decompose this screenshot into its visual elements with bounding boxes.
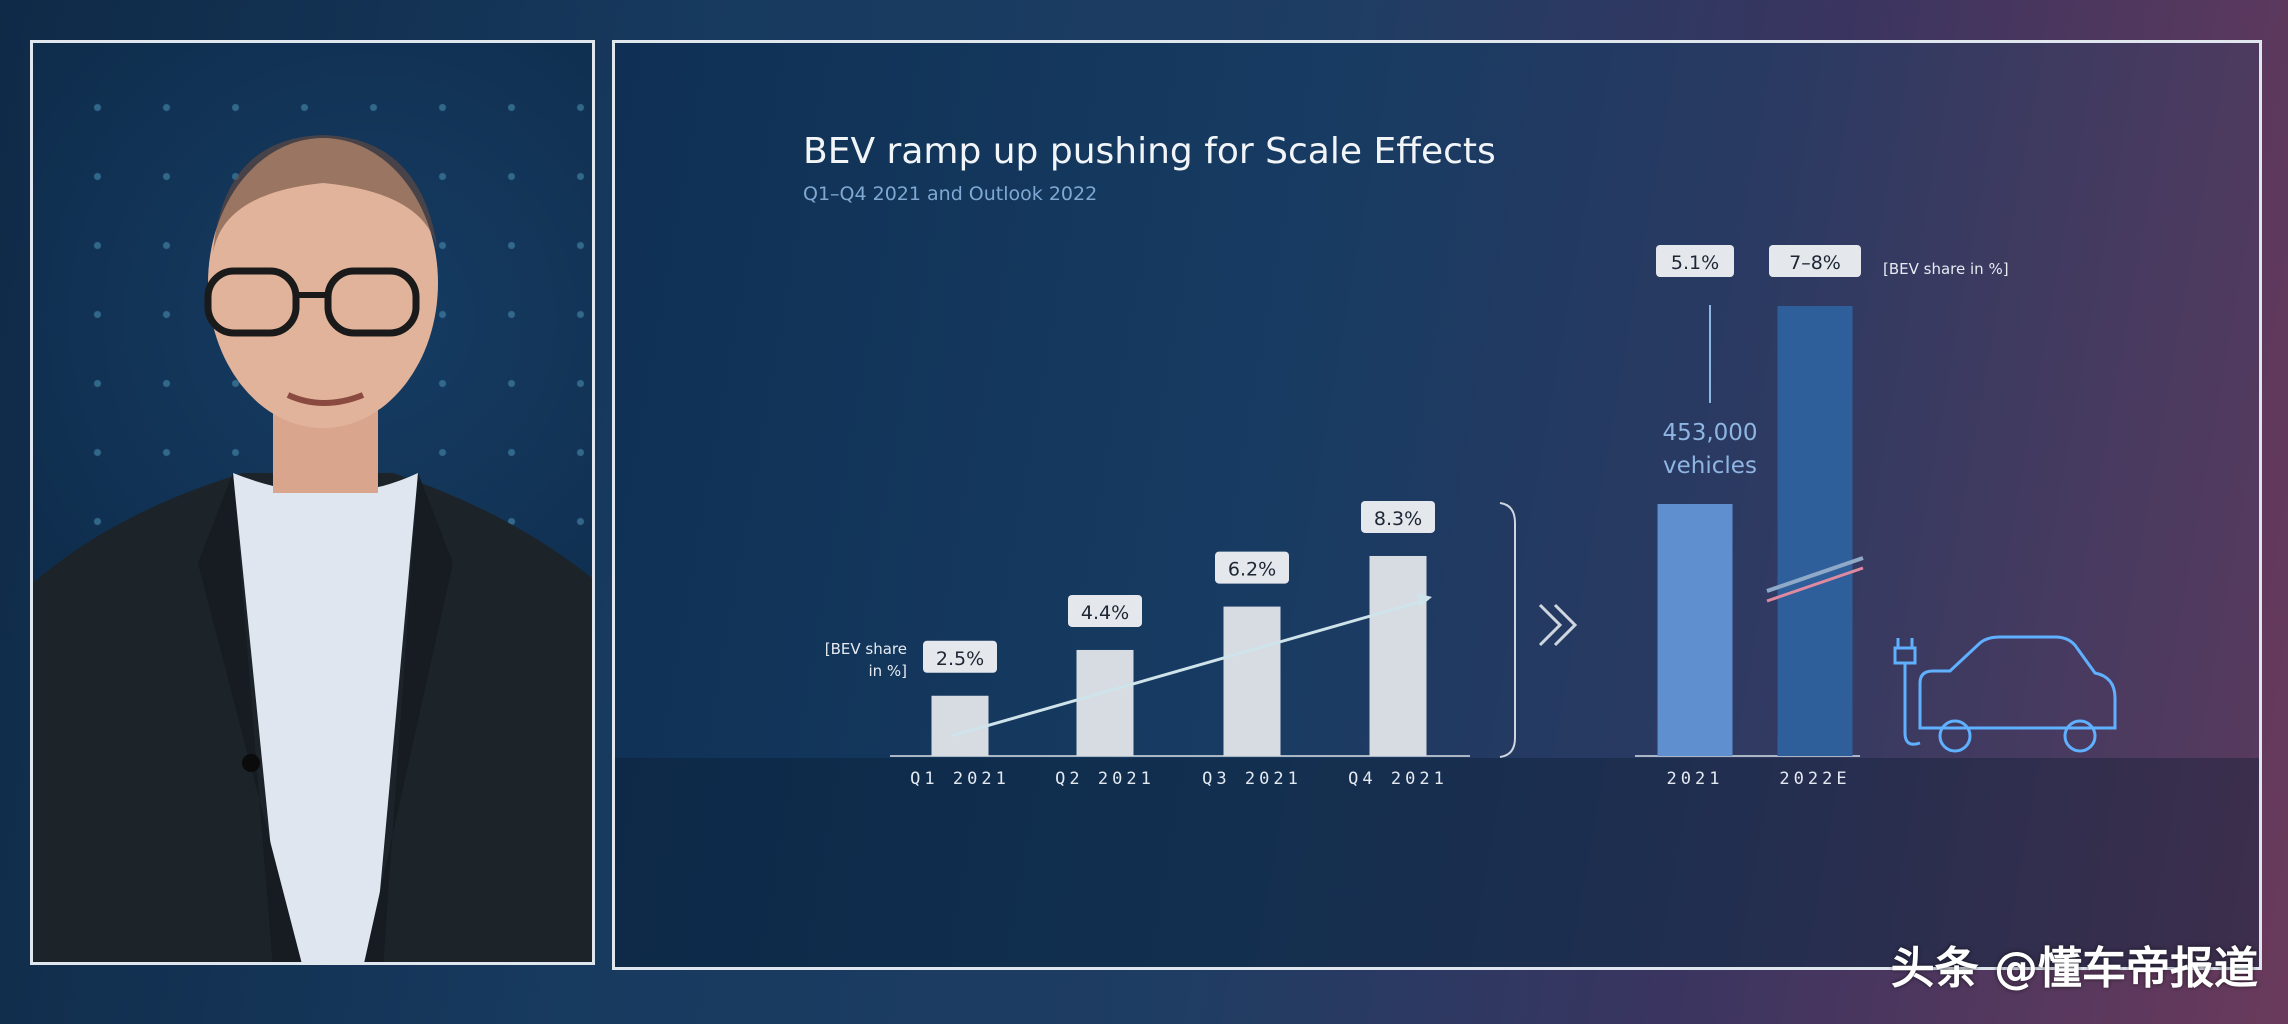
- quarterly-bar-1: [931, 695, 989, 756]
- quarterly-data-label-4-box: [1361, 500, 1435, 533]
- quarterly-ylabel-line1: [BEV share: [824, 640, 907, 658]
- quarterly-data-label-1-box: [923, 640, 997, 673]
- annotation-vehicles-word: vehicles: [1663, 453, 1757, 479]
- speaker-figure: [33, 135, 592, 962]
- chevron-right-icon: [1538, 603, 1578, 647]
- annual-bar-2022E: [1777, 306, 1853, 756]
- annual-data-label-2021-box: [1656, 245, 1734, 277]
- charging-plug-icon: [1893, 638, 1921, 746]
- annual-data-label-2022E-box: [1769, 245, 1861, 277]
- quarterly-tick-3: Q3 2021: [1202, 769, 1302, 789]
- annual-tick-2021: 2021: [1667, 769, 1724, 789]
- trend-arrowhead: [1416, 592, 1432, 607]
- slide-subtitle: Q1–Q4 2021 and Outlook 2022: [803, 183, 1098, 205]
- slide: BEV ramp up pushing for Scale Effects Q1…: [612, 40, 2262, 970]
- quarterly-data-label-2: 4.4%: [1081, 602, 1129, 624]
- quarterly-ylabel-line2: in %]: [868, 662, 907, 680]
- car-wheel-front-icon: [1938, 719, 1972, 753]
- quarterly-data-label-1: 2.5%: [936, 648, 984, 670]
- slide-title: BEV ramp up pushing for Scale Effects: [803, 131, 1496, 172]
- annotation-vehicles-count: 453,000: [1662, 420, 1757, 446]
- quarterly-data-label-3: 6.2%: [1228, 559, 1276, 581]
- annual-data-label-2022E: 7–8%: [1789, 252, 1841, 274]
- quarterly-bar-3: [1223, 606, 1281, 756]
- car-wheel-rear-icon: [2063, 719, 2097, 753]
- quarterly-ylabel: [BEV share in %]: [787, 638, 907, 682]
- quarterly-tick-2: Q2 2021: [1055, 769, 1155, 789]
- annual-tick-2022E: 2022E: [1779, 769, 1850, 789]
- watermark: 头条 @懂车帝报道: [1890, 943, 2258, 994]
- axis-break-lower: [1766, 566, 1864, 603]
- quarterly-data-label-2-box: [1068, 594, 1142, 627]
- annual-ylabel: [BEV share in %]: [1883, 260, 2009, 278]
- quarterly-data-label-3-box: [1215, 551, 1289, 584]
- quarterly-tick-4: Q4 2021: [1348, 769, 1448, 789]
- slide-floor: [615, 758, 2259, 967]
- electric-car-icon: [1918, 635, 2117, 730]
- quarter-bracket: [1499, 502, 1516, 758]
- quarterly-bar-4: [1369, 555, 1427, 756]
- quarterly-bar-2: [1076, 649, 1134, 756]
- bev-chart: 2.5% Q1 2021 4.4% Q2 2021 6.2% Q3 2021 8.3% Q4 …: [890, 245, 2117, 789]
- axis-break-upper: [1766, 556, 1864, 593]
- annual-data-label-2021: 5.1%: [1671, 252, 1719, 274]
- quarterly-data-label-4: 8.3%: [1374, 508, 1422, 530]
- quarterly-tick-1: Q1 2021: [910, 769, 1010, 789]
- trend-line: [951, 599, 1424, 738]
- speaker-video: [30, 40, 595, 965]
- annual-bar-2021: [1657, 504, 1733, 756]
